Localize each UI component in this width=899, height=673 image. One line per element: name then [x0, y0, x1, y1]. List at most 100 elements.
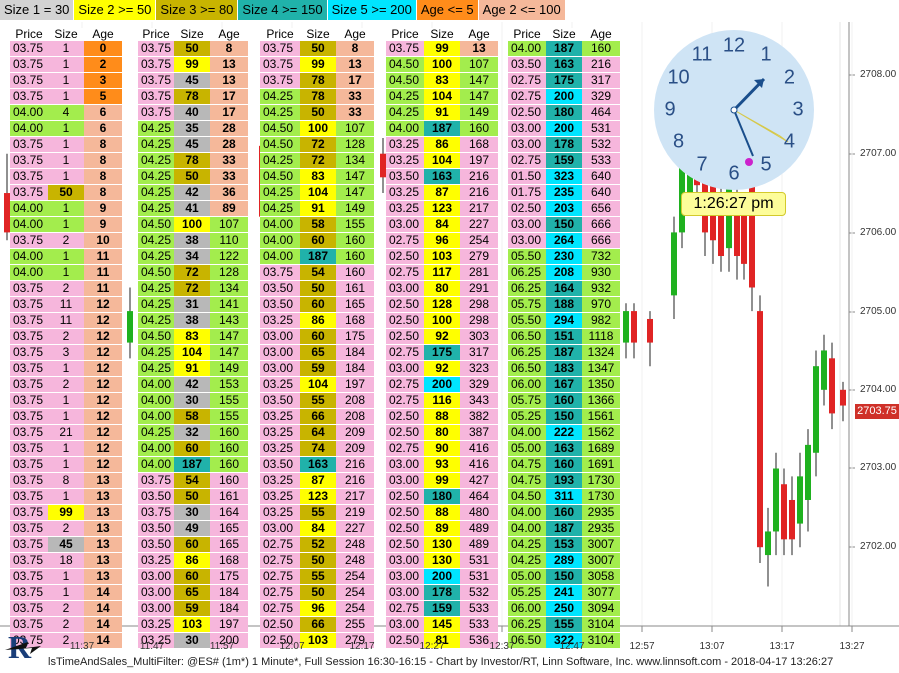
trade-row: 06.00 167 1350 — [508, 376, 620, 393]
trade-age: 216 — [460, 168, 498, 185]
trade-age: 197 — [460, 152, 498, 169]
trade-row: 02.75 50 248 — [260, 552, 374, 569]
trade-price: 02.75 — [386, 376, 424, 393]
trade-price: 06.00 — [508, 600, 546, 617]
trade-age: 1118 — [582, 328, 620, 345]
trade-age: 279 — [336, 632, 374, 649]
trade-price: 03.75 — [10, 232, 48, 249]
trade-size: 54 — [174, 472, 210, 489]
trade-row: 04.00 58 155 — [138, 408, 248, 425]
trade-row: 04.00 187 160 — [138, 456, 248, 473]
trade-price: 06.50 — [508, 328, 546, 345]
trade-age: 168 — [210, 552, 248, 569]
trade-size: 159 — [546, 152, 582, 169]
trade-price: 03.25 — [386, 152, 424, 169]
trade-size: 38 — [174, 232, 210, 249]
trade-size: 208 — [546, 264, 582, 281]
trade-row: 03.00 200 531 — [386, 568, 498, 585]
trade-price: 04.50 — [260, 120, 300, 137]
trade-price: 04.50 — [386, 72, 424, 89]
trade-row: 03.25 86 168 — [386, 136, 498, 153]
trade-size: 78 — [174, 88, 210, 105]
trade-size: 175 — [546, 72, 582, 89]
trade-age: 227 — [336, 520, 374, 537]
trade-age: 161 — [210, 488, 248, 505]
trade-row: 03.75 2 11 — [10, 280, 122, 297]
trade-price: 02.50 — [386, 520, 424, 537]
trade-row: 03.00 200 531 — [508, 120, 620, 137]
trade-row: 03.50 50 161 — [260, 280, 374, 297]
trade-age: 532 — [460, 584, 498, 601]
trade-price: 04.50 — [138, 264, 174, 281]
trade-price: 05.00 — [508, 568, 546, 585]
trade-row: 06.25 155 3104 — [508, 616, 620, 633]
trade-row: 03.25 87 216 — [386, 184, 498, 201]
trade-age: 219 — [336, 504, 374, 521]
trade-row: 03.25 86 168 — [138, 552, 248, 569]
trade-age: 298 — [460, 296, 498, 313]
trade-row: 03.00 65 184 — [138, 584, 248, 601]
trade-age: 11 — [84, 248, 122, 265]
trade-price: 03.75 — [260, 41, 300, 57]
trade-row: 03.00 93 416 — [386, 456, 498, 473]
trade-price: 03.50 — [260, 456, 300, 473]
trade-size: 128 — [424, 296, 460, 313]
trade-size: 1 — [48, 488, 84, 505]
trade-price: 04.25 — [138, 152, 174, 169]
trade-row: 04.00 58 155 — [260, 216, 374, 233]
trade-price: 06.00 — [508, 376, 546, 393]
trade-price: 03.00 — [138, 584, 174, 601]
trade-age: 149 — [460, 104, 498, 121]
trade-age: 12 — [84, 312, 122, 329]
trade-size: 50 — [300, 584, 336, 601]
trade-size: 159 — [424, 600, 460, 617]
trade-row: 03.00 84 227 — [386, 216, 498, 233]
trade-size: 200 — [546, 120, 582, 137]
trade-age: 13 — [84, 552, 122, 569]
clock-second-sweep — [733, 109, 789, 143]
trade-age: 12 — [84, 440, 122, 457]
trade-price: 02.50 — [386, 296, 424, 313]
price-tick-label: 2705.00 — [860, 306, 897, 317]
trade-size: 58 — [300, 216, 336, 233]
legend-item: Size 5 >= 200 — [327, 0, 417, 20]
trade-age: 160 — [336, 264, 374, 281]
candle-body — [647, 318, 653, 343]
trade-size: 78 — [300, 72, 336, 89]
trade-row: 05.75 160 1366 — [508, 392, 620, 409]
price-tick-label: 2707.00 — [860, 148, 897, 159]
trade-age: 107 — [460, 56, 498, 73]
candle-body — [741, 208, 747, 264]
trade-age: 1350 — [582, 376, 620, 393]
time-tick-label: 13:27 — [839, 641, 865, 652]
trade-price: 05.75 — [508, 296, 546, 313]
trade-size: 145 — [424, 616, 460, 633]
trade-age: 14 — [84, 600, 122, 617]
trade-size: 8 — [48, 472, 84, 489]
trade-price: 02.50 — [386, 536, 424, 553]
trade-row: 03.75 50 8 — [10, 184, 122, 201]
trade-age: 382 — [460, 408, 498, 425]
trade-row: 03.00 178 532 — [508, 136, 620, 153]
trade-price: 03.25 — [260, 408, 300, 425]
trade-price: 03.00 — [386, 456, 424, 473]
trade-age: 33 — [336, 104, 374, 121]
trade-age: 147 — [210, 344, 248, 361]
trade-row: 02.50 66 255 — [260, 616, 374, 633]
trade-price: 03.25 — [260, 472, 300, 489]
trade-price: 03.75 — [10, 392, 48, 409]
trade-price: 02.75 — [508, 72, 546, 89]
trade-row: 03.75 2 12 — [10, 376, 122, 393]
trade-row: 02.50 103 279 — [386, 248, 498, 265]
trade-size: 83 — [300, 168, 336, 185]
trade-row: 03.00 84 227 — [260, 520, 374, 537]
trade-price: 04.00 — [138, 456, 174, 473]
trade-size: 99 — [300, 56, 336, 73]
trade-size: 30 — [174, 504, 210, 521]
trade-size: 1 — [48, 168, 84, 185]
trade-size: 100 — [424, 56, 460, 73]
trade-size: 160 — [546, 504, 582, 521]
trade-row: 06.25 164 932 — [508, 280, 620, 297]
trade-age: 533 — [460, 616, 498, 633]
trade-row: 03.75 1 12 — [10, 392, 122, 409]
